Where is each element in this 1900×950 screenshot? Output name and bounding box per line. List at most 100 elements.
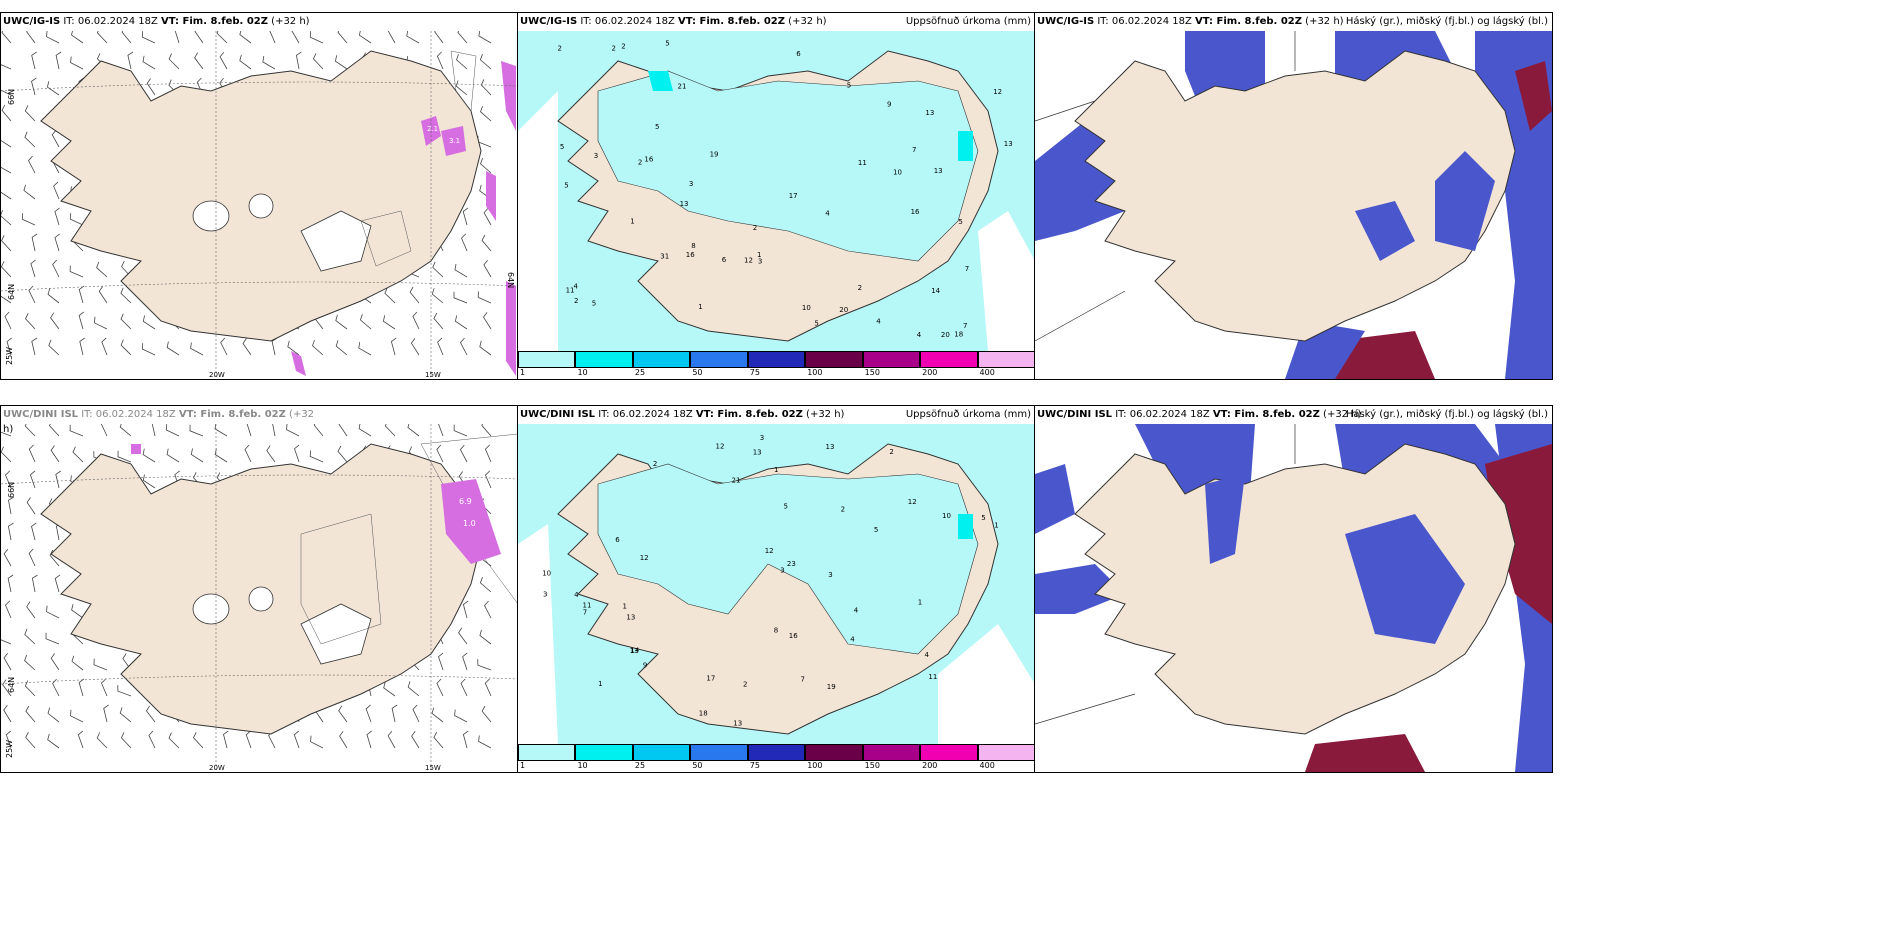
- cloud-map[interactable]: [1035, 424, 1552, 772]
- precip-amount-label: 12: [640, 554, 649, 562]
- wind-barb: [51, 129, 60, 148]
- precip-land: [597, 463, 979, 655]
- wind-barb: [219, 51, 228, 70]
- legend-tick-label: 75: [749, 761, 760, 770]
- panel-field-title: Háský (gr.), miðský (fj.bl.) og lágský (…: [1345, 16, 1548, 27]
- wind-barb: [70, 56, 84, 70]
- precip-amount-label: 7: [912, 146, 916, 154]
- legend-swatch: [805, 351, 863, 368]
- wind-barb: [25, 705, 36, 723]
- wind-barb: [1, 639, 12, 645]
- wind-barb: [48, 339, 60, 356]
- lat-label-66: 66N: [7, 89, 16, 105]
- precip-blob: [291, 351, 306, 376]
- panel-header: UWC/IG-IS IT: 06.02.2024 18Z VT: Fim. 8.…: [3, 16, 310, 27]
- wind-barb: [1, 104, 12, 122]
- wind-barb: [31, 522, 37, 541]
- dry-area: [938, 624, 1035, 744]
- precip-amount-label: 13: [626, 613, 635, 621]
- precip-amount-label: 12: [765, 547, 774, 555]
- precip-amount-label: 19: [827, 683, 836, 691]
- precip-amount-label: 2: [638, 158, 642, 166]
- precip-amount-label: 11: [566, 287, 575, 295]
- wind-barb-map[interactable]: 2.1 3.1 66N 64N 64N 25W 20W 15W: [1, 25, 518, 379]
- precip-amount-label: 7: [963, 322, 967, 330]
- precip-amount-label: 5: [560, 143, 564, 151]
- precip-amount-label: 5: [981, 514, 985, 522]
- cloud-low: [1205, 474, 1245, 564]
- wind-barb: [239, 28, 252, 44]
- precip-core: [958, 514, 973, 539]
- wind-barb: [54, 574, 61, 593]
- wind-barb: [384, 287, 396, 304]
- wind-barb: [52, 259, 60, 278]
- wind-barb: [119, 707, 132, 723]
- wind-barb: [168, 732, 180, 749]
- legend-swatch: [805, 744, 863, 761]
- wind-barb: [220, 337, 228, 356]
- wind-barb: [295, 51, 302, 70]
- wind-barb: [312, 339, 324, 356]
- wind-barb: [120, 287, 132, 304]
- legend-swatch: [920, 351, 978, 368]
- dry-area: [518, 524, 558, 744]
- legend-swatch: [862, 744, 921, 761]
- precip-amount-label: 4: [917, 331, 922, 339]
- wind-barb: [93, 658, 108, 671]
- precip-amount-label: 1: [698, 303, 702, 311]
- wind-barb: [477, 659, 492, 671]
- precip-blob: [501, 61, 516, 131]
- precip-map[interactable]: 1 2 2 12 16 12 13 14 10 5 4 3 4 3 13 12 11 10 13 18 19 13 21 23…: [518, 424, 1035, 744]
- cloud-map[interactable]: [1035, 31, 1552, 379]
- precip-amount-label: 18: [954, 331, 963, 339]
- wind-barb: [359, 314, 372, 330]
- wind-barb: [69, 424, 84, 437]
- panel-field-title: Háský (gr.), miðský (fj.bl.) og lágský (…: [1345, 409, 1548, 420]
- legend-swatch: [920, 744, 978, 761]
- wind-barb: [1, 26, 12, 44]
- legend-tick-label: 1: [520, 368, 526, 377]
- lat-label-66: 64N: [506, 272, 515, 288]
- wind-barb: [166, 341, 180, 356]
- precip-amount-label: 21: [678, 83, 687, 91]
- wind-barb: [101, 337, 108, 356]
- wind-barb: [45, 632, 60, 645]
- bottom-map-extra-label: 1.0: [463, 519, 476, 528]
- iceland-land: [1074, 50, 1516, 342]
- wind-barb: [142, 55, 156, 70]
- precip-labels: 1221216121314105434313121110131819132123…: [542, 434, 999, 728]
- precip-map[interactable]: 2 2 2 16 18 21 12 13 16 10 13 6 2 4 3 2 17 13 12 19 20 16 20 31…: [518, 31, 1035, 351]
- wind-barb-map[interactable]: 6.9 1.0 0.4 66N 64N 25W 20W 15W: [1, 418, 518, 772]
- legend-tick-label: 75: [749, 368, 760, 377]
- wind-barb: [8, 496, 14, 515]
- precip-amount-label: 13: [733, 720, 742, 728]
- wind-barb: [291, 25, 300, 44]
- lon-label-25: 25W: [5, 347, 14, 365]
- wind-barb: [119, 421, 132, 437]
- precip-amount-label: 3: [689, 180, 693, 188]
- hatch-area: [450, 50, 477, 112]
- precip-blob: [441, 126, 466, 156]
- precip-amount-label: 10: [893, 168, 902, 176]
- wind-barb: [436, 678, 444, 697]
- wind-barb: [7, 522, 14, 541]
- wind-barb: [432, 261, 444, 278]
- wind-barb: [338, 705, 348, 723]
- precip-amount-label: 3: [828, 571, 832, 579]
- wind-barb: [3, 705, 12, 723]
- wind-barb: [1, 140, 12, 148]
- wind-barb: [31, 77, 37, 96]
- wind-barb: [24, 654, 36, 671]
- legend-swatch: [575, 351, 633, 368]
- wind-barb: [431, 288, 444, 304]
- wind-barb: [335, 340, 348, 356]
- cloud-high: [1485, 444, 1552, 624]
- wind-barb: [391, 704, 398, 723]
- legend-swatch: [518, 351, 576, 368]
- wind-barb: [410, 338, 420, 356]
- wind-barb: [190, 448, 204, 463]
- legend-tick-label: 50: [692, 368, 703, 377]
- panel-header-wrap: h): [3, 424, 14, 435]
- wind-barb: [481, 705, 492, 723]
- precip-amount-label: 3: [594, 152, 598, 160]
